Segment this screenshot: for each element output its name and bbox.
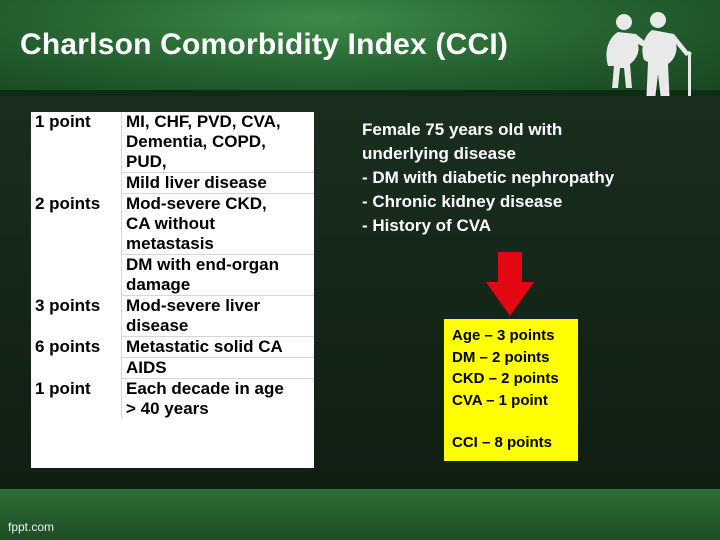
points-cell: 6 points [35,336,101,356]
condition-line: Dementia, COPD, [126,132,266,151]
points-cell: 1 point [35,378,91,398]
condition-line: damage [126,275,191,294]
slide-title: Charlson Comorbidity Index (CCI) [20,28,509,61]
case-line: - DM with diabetic nephropathy [362,168,615,187]
case-line: Female 75 years old with [362,120,563,139]
condition-line: disease [126,316,189,335]
table-row: 1 point MI, CHF, PVD, CVA, Dementia, COP… [31,112,314,173]
conditions-cell: Mild liver disease [121,172,314,194]
points-cell [31,173,122,194]
table-row: 6 points Metastatic solid CA [31,336,314,358]
condition-line: MI, CHF, PVD, CVA, [126,112,281,131]
condition-line: Each decade in age [126,379,284,398]
condition-line: CA without [126,214,216,233]
case-line: underlying disease [362,144,516,163]
condition-line: Mod-severe CKD, [126,194,267,213]
header-band [0,0,720,96]
table-row: 3 points Mod-severe liver disease [31,295,314,337]
case-description: Female 75 years old with underlying dise… [362,118,614,238]
table-row: Mild liver disease [31,172,314,194]
conditions-cell: Each decade in age > 40 years [121,378,314,419]
score-item: CKD – 2 points [452,370,559,387]
condition-line: Mild liver disease [126,173,267,192]
conditions-cell: AIDS [121,357,314,379]
table-row: 1 point Each decade in age > 40 years [31,378,314,419]
table-row: DM with end-organ damage [31,254,314,296]
score-item: DM – 2 points [452,348,550,366]
condition-line: AIDS [126,358,167,377]
footer-text: fppt.com [8,520,55,534]
score-summary-box: Age – 3 points DM – 2 points CKD – 2 poi… [444,319,578,461]
points-cell: 2 points [35,193,101,213]
score-item: CVA – 1 point [452,391,548,409]
score-total: CCI – 8 points [452,434,553,451]
table-row: 2 points Mod-severe CKD, CA without meta… [31,193,314,255]
points-cell: 1 point [35,112,91,131]
condition-line: Metastatic solid CA [126,337,283,356]
condition-line: DM with end-organ [126,255,279,274]
cci-table: 1 point MI, CHF, PVD, CVA, Dementia, COP… [31,112,314,468]
case-line: - History of CVA [362,216,492,235]
condition-line: metastasis [126,234,214,253]
case-line: - Chronic kidney disease [362,192,563,211]
conditions-cell: Mod-severe CKD, CA without metastasis [121,193,314,255]
condition-line: > 40 years [126,399,209,418]
points-cell [31,255,122,296]
points-cell: 3 points [35,295,101,315]
footer-band [0,489,720,540]
condition-line: PUD, [126,152,167,171]
points-cell [31,358,122,379]
conditions-cell: Mod-severe liver disease [121,295,314,337]
conditions-cell: MI, CHF, PVD, CVA, Dementia, COPD, PUD, [121,112,314,173]
table-row: AIDS [31,357,314,379]
score-item: Age – 3 points [452,327,555,344]
down-arrow-icon [486,252,534,316]
conditions-cell: Metastatic solid CA [121,336,314,358]
spacer [452,411,578,432]
conditions-cell: DM with end-organ damage [121,254,314,296]
condition-line: Mod-severe liver [126,296,261,315]
